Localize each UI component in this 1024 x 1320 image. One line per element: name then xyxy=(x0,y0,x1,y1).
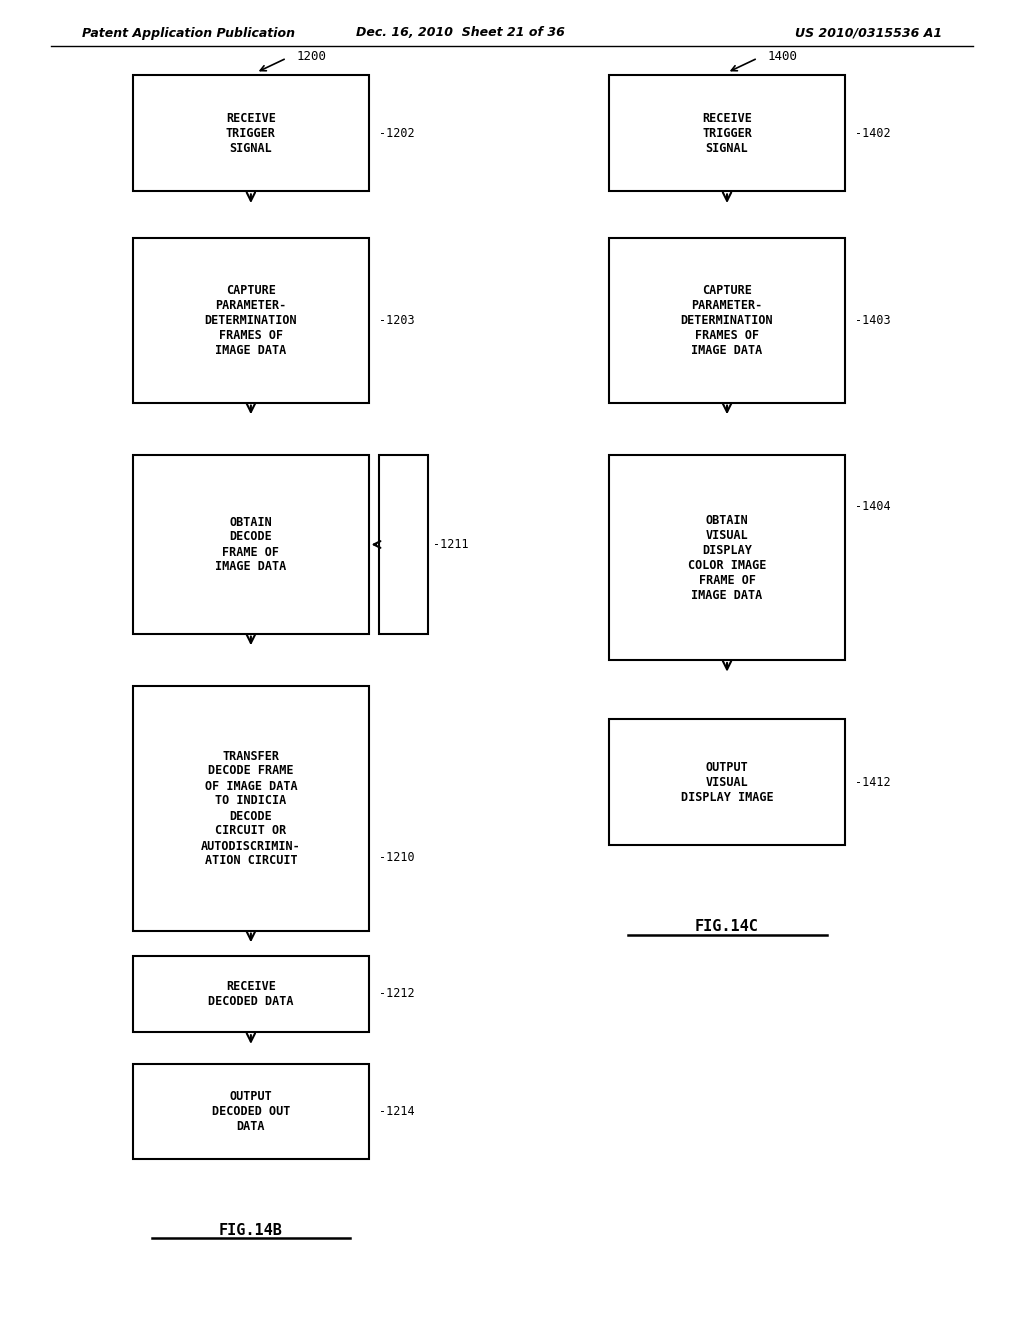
FancyBboxPatch shape xyxy=(133,956,369,1032)
Text: -1412: -1412 xyxy=(855,776,891,788)
Text: -1212: -1212 xyxy=(379,987,415,1001)
Text: -1211: -1211 xyxy=(433,539,469,550)
Text: FIG.14B: FIG.14B xyxy=(219,1222,283,1238)
Text: TRANSFER
DECODE FRAME
OF IMAGE DATA
TO INDICIA
DECODE
CIRCUIT OR
AUTODISCRIMIN-
: TRANSFER DECODE FRAME OF IMAGE DATA TO I… xyxy=(201,750,301,867)
FancyBboxPatch shape xyxy=(609,455,845,660)
Text: US 2010/0315536 A1: US 2010/0315536 A1 xyxy=(795,26,942,40)
Text: RECEIVE
TRIGGER
SIGNAL: RECEIVE TRIGGER SIGNAL xyxy=(702,112,752,154)
Text: Patent Application Publication: Patent Application Publication xyxy=(82,26,295,40)
FancyBboxPatch shape xyxy=(133,1064,369,1159)
Text: -1403: -1403 xyxy=(855,314,891,326)
Text: -1404: -1404 xyxy=(855,500,891,513)
Text: OBTAIN
DECODE
FRAME OF
IMAGE DATA: OBTAIN DECODE FRAME OF IMAGE DATA xyxy=(215,516,287,573)
Text: OBTAIN
VISUAL
DISPLAY
COLOR IMAGE
FRAME OF
IMAGE DATA: OBTAIN VISUAL DISPLAY COLOR IMAGE FRAME … xyxy=(688,513,766,602)
Text: OUTPUT
DECODED OUT
DATA: OUTPUT DECODED OUT DATA xyxy=(212,1090,290,1133)
Text: -1210: -1210 xyxy=(379,851,415,863)
FancyBboxPatch shape xyxy=(133,75,369,191)
Text: CAPTURE
PARAMETER-
DETERMINATION
FRAMES OF
IMAGE DATA: CAPTURE PARAMETER- DETERMINATION FRAMES … xyxy=(205,284,297,356)
Text: CAPTURE
PARAMETER-
DETERMINATION
FRAMES OF
IMAGE DATA: CAPTURE PARAMETER- DETERMINATION FRAMES … xyxy=(681,284,773,356)
FancyBboxPatch shape xyxy=(609,719,845,845)
FancyBboxPatch shape xyxy=(133,686,369,931)
Text: FIG.14C: FIG.14C xyxy=(695,919,759,935)
Text: 1200: 1200 xyxy=(297,50,327,63)
Text: 1400: 1400 xyxy=(768,50,798,63)
Text: OUTPUT
VISUAL
DISPLAY IMAGE: OUTPUT VISUAL DISPLAY IMAGE xyxy=(681,760,773,804)
FancyBboxPatch shape xyxy=(133,455,369,634)
Text: -1402: -1402 xyxy=(855,127,891,140)
Text: -1214: -1214 xyxy=(379,1105,415,1118)
Text: RECEIVE
TRIGGER
SIGNAL: RECEIVE TRIGGER SIGNAL xyxy=(226,112,275,154)
FancyBboxPatch shape xyxy=(609,238,845,403)
Text: -1204: -1204 xyxy=(379,494,415,507)
FancyBboxPatch shape xyxy=(379,455,428,634)
Text: RECEIVE
DECODED DATA: RECEIVE DECODED DATA xyxy=(208,979,294,1008)
Text: Dec. 16, 2010  Sheet 21 of 36: Dec. 16, 2010 Sheet 21 of 36 xyxy=(356,26,565,40)
Text: -1203: -1203 xyxy=(379,314,415,326)
Text: -1202: -1202 xyxy=(379,127,415,140)
FancyBboxPatch shape xyxy=(133,238,369,403)
FancyBboxPatch shape xyxy=(609,75,845,191)
